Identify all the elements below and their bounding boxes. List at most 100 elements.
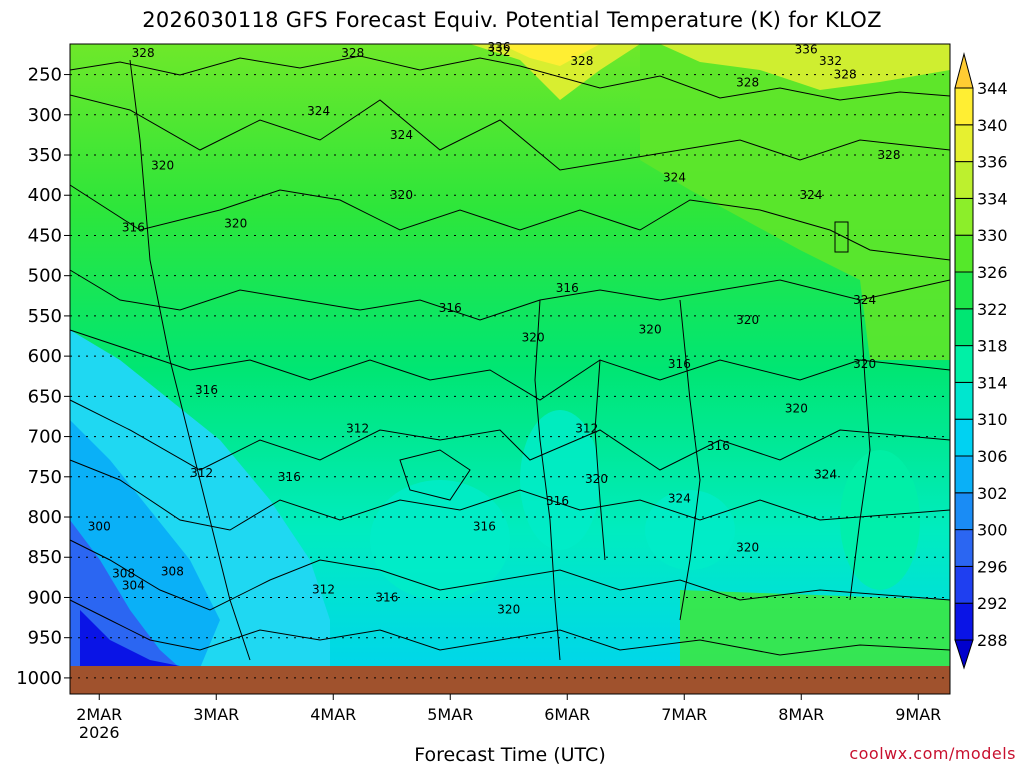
contour-line xyxy=(69,539,951,611)
contour-label: 324 xyxy=(853,293,876,307)
colorbar-label: 288 xyxy=(977,631,1008,650)
colorbar-segment xyxy=(954,308,974,347)
colorbar-segment xyxy=(954,197,974,236)
contour-label: 316 xyxy=(195,383,218,397)
colorbar-label: 330 xyxy=(977,226,1008,245)
colorbar-label: 310 xyxy=(977,410,1008,429)
contour-line xyxy=(69,184,951,261)
colorbar-segment xyxy=(954,87,974,126)
colorbar-arrow-high xyxy=(954,52,974,89)
contour-label: 320 xyxy=(736,541,759,555)
field-region-upper-right xyxy=(640,44,950,360)
colorbar-label: 296 xyxy=(977,557,1008,576)
field-pocket-cyan-2 xyxy=(520,410,600,550)
contour-label: 320 xyxy=(639,323,662,337)
contour-label: 328 xyxy=(736,76,759,90)
contour-label: 328 xyxy=(878,148,901,162)
colorbar-arrow-low xyxy=(954,639,974,670)
field-region-top-yellow-right xyxy=(660,44,950,90)
contour-label: 336 xyxy=(795,43,818,57)
field-region-top-yellow-core xyxy=(500,44,600,66)
contour-label: 324 xyxy=(668,492,691,506)
contour-line xyxy=(69,459,951,531)
y-tick-label: 800 xyxy=(28,507,62,528)
contour-label: 328 xyxy=(132,46,155,60)
y-tick-label: 250 xyxy=(28,65,62,86)
contour-line xyxy=(69,599,951,656)
contour-label: 316 xyxy=(473,520,496,534)
colorbar-label: 300 xyxy=(977,521,1008,540)
colorbar-segment xyxy=(954,271,974,310)
contour-label: 320 xyxy=(151,158,174,172)
contour-label: 312 xyxy=(346,422,369,436)
contour-label: 320 xyxy=(497,603,520,617)
contour-line xyxy=(679,299,701,621)
credit-link[interactable]: coolwx.com/models xyxy=(849,744,1016,763)
colorbar-segment xyxy=(954,234,974,273)
contour-label: 316 xyxy=(668,357,691,371)
contour-label: 324 xyxy=(307,104,330,118)
x-tick-label: 2MAR xyxy=(76,705,122,724)
contour-label: 320 xyxy=(522,331,545,345)
contour-line xyxy=(69,94,951,171)
field-region-top-yellow xyxy=(470,44,640,100)
y-tick-label: 300 xyxy=(28,105,62,126)
contour-label: 316 xyxy=(546,494,569,508)
colorbar-label: 336 xyxy=(977,153,1008,172)
contour-label: 316 xyxy=(122,220,145,234)
gridlines xyxy=(70,74,950,679)
ground-fill xyxy=(70,666,950,694)
x-axis-label: Forecast Time (UTC) xyxy=(414,744,606,766)
colorbar-segment xyxy=(954,161,974,199)
contour-line xyxy=(129,59,251,661)
contour-label: 332 xyxy=(819,54,842,68)
colorbar-segment xyxy=(954,418,974,457)
plot-frame xyxy=(69,43,951,695)
x-tick-label: 3MAR xyxy=(193,705,239,724)
x-tick-label: 7MAR xyxy=(661,705,707,724)
field-pocket-cyan-3 xyxy=(645,490,735,570)
contour-line xyxy=(594,359,606,561)
contour-label: 324 xyxy=(800,188,823,202)
colorbar-label: 292 xyxy=(977,594,1008,613)
contour-label: 312 xyxy=(312,582,335,596)
y-tick-label: 900 xyxy=(28,587,62,608)
contour-label: 304 xyxy=(122,578,145,592)
colorbar-segment xyxy=(954,492,974,531)
y-tick-label: 350 xyxy=(28,145,62,166)
contour-lines xyxy=(69,55,951,661)
plot-field xyxy=(70,44,950,694)
contour-label: 324 xyxy=(814,467,837,481)
contour-label: 300 xyxy=(88,520,111,534)
y-tick-label: 850 xyxy=(28,547,62,568)
y-tick-label: 400 xyxy=(28,185,62,206)
contour-label: 320 xyxy=(224,216,247,230)
colorbar-segment xyxy=(954,455,974,494)
contour-label: 328 xyxy=(570,54,593,68)
field-pocket-cyan-1 xyxy=(370,480,510,600)
contour-label: 320 xyxy=(785,401,808,415)
colorbar-segment xyxy=(954,381,974,420)
y-tick-label: 1000 xyxy=(16,668,62,689)
colorbar-label: 326 xyxy=(977,263,1008,282)
contour-label: 320 xyxy=(853,357,876,371)
contour-line xyxy=(399,449,471,501)
y-axis: 250 300 350 400 450 500 550 600 650 700 750 800 850 9… xyxy=(16,65,70,689)
y-tick-label: 550 xyxy=(28,306,62,327)
y-tick-label: 650 xyxy=(28,386,62,407)
x-tick-sublabel: 2026 xyxy=(79,723,120,742)
x-tick-label: 4MAR xyxy=(310,705,356,724)
colorbar-segment xyxy=(954,565,974,604)
contour-label: 308 xyxy=(161,565,184,579)
contour-label: 316 xyxy=(278,470,301,484)
contour-line xyxy=(69,55,951,101)
y-tick-label: 600 xyxy=(28,346,62,367)
contour-label: 324 xyxy=(390,128,413,142)
field-region-lower-left-darkblue xyxy=(80,610,190,668)
colorbar-segment xyxy=(954,529,974,567)
chart-title: 2026030118 GFS Forecast Equiv. Potential… xyxy=(142,8,882,32)
y-tick-label: 500 xyxy=(28,266,62,287)
contour-line xyxy=(834,221,849,253)
